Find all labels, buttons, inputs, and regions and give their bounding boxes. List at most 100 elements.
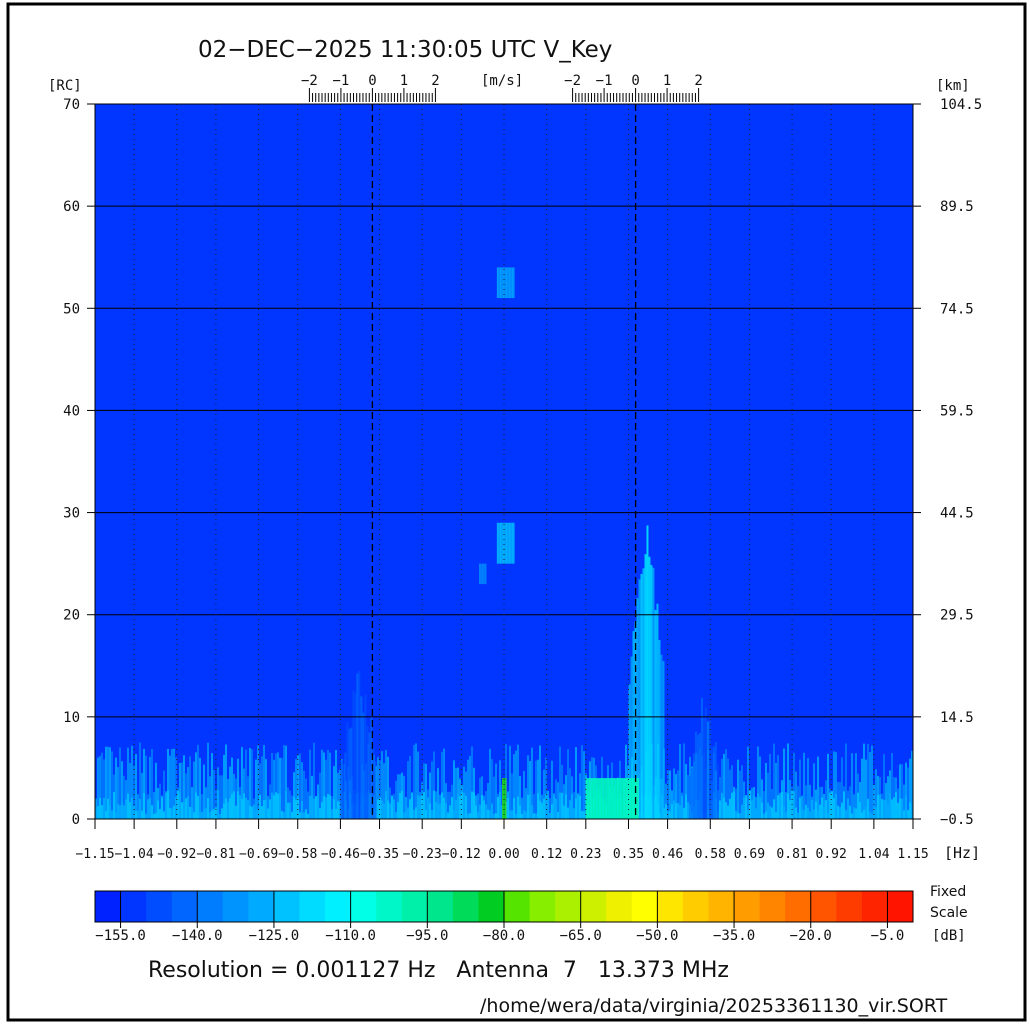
noise-column-core [759,796,761,819]
noise-column-core [565,794,567,819]
noise-column [515,750,517,819]
colorbar-swatch [171,891,198,922]
noise-column-core [725,802,727,819]
echo-column [648,556,651,819]
colorbar-swatch [427,891,454,922]
x-axis-unit-label: [Hz] [944,844,980,862]
echo-streak [588,778,591,819]
noise-column-core [125,799,127,819]
noise-column-core [825,800,827,819]
noise-column-core [735,810,737,819]
noise-column [573,792,575,819]
noise-column-core [765,811,767,819]
noise-column-core [105,811,107,819]
noise-column [431,761,433,819]
chart-title: 02−DEC−2025 11:30:05 UTC V_Key [198,37,612,63]
noise-column-core [167,790,169,819]
noise-column [823,793,825,819]
noise-column [155,762,157,819]
noise-column-core [145,813,147,819]
noise-column-core [407,807,409,819]
echo-column [688,775,691,819]
noise-column [189,756,191,819]
noise-column [441,751,443,819]
noise-column [141,772,143,819]
colorbar-swatch [350,891,377,922]
noise-column [797,786,799,819]
noise-column-core [889,792,891,819]
noise-column [249,748,251,819]
noise-column [757,746,759,819]
noise-column [511,773,513,819]
echo-column [704,707,707,819]
noise-column-core [851,813,853,819]
noise-column [433,751,435,819]
noise-column-core [409,799,411,819]
noise-column-core [561,792,563,819]
noise-column-core [721,792,723,819]
noise-column-core [485,804,487,819]
noise-column-core [465,795,467,819]
noise-column-core [155,813,157,819]
noise-column-core [195,792,197,819]
noise-column-core [309,795,311,819]
noise-column [245,749,247,819]
noise-column [755,796,757,819]
noise-column-core [723,797,725,819]
noise-column [149,756,151,819]
velocity-tick-label: 1 [663,73,671,89]
noise-column [581,745,583,819]
colorbar-swatch [248,891,275,922]
noise-column-core [557,811,559,819]
echo-column [356,673,359,819]
noise-column [405,796,407,819]
echo-column [374,761,377,819]
echo-streak [597,778,600,819]
noise-column-core [773,799,775,819]
echo-streak [621,778,624,819]
x-tick-label: 0.92 [816,847,847,862]
colorbar-swatch [836,891,863,922]
noise-column [825,780,827,819]
noise-column [279,757,281,819]
noise-column-core [445,802,447,819]
noise-column [863,743,865,819]
noise-column [261,756,263,819]
noise-column-core [411,792,413,819]
noise-column-core [397,802,399,819]
y-tick-label-left: 50 [63,301,80,317]
noise-column-core [719,800,721,819]
noise-column-core [283,812,285,819]
noise-column-core [877,794,879,819]
echo-column [696,734,699,819]
noise-column-core [507,798,509,819]
noise-column-core [499,791,501,819]
noise-column-core [901,798,903,819]
noise-column [487,783,489,819]
noise-column [103,759,105,819]
noise-column [129,762,131,819]
echo-column [694,731,697,819]
noise-column [117,767,119,819]
noise-column [739,770,741,819]
x-tick-label: 0.46 [652,847,683,862]
noise-column [285,745,287,819]
outer-border [6,2,1027,1022]
echo-streak [502,267,505,299]
noise-column-core [755,808,757,819]
noise-column [109,747,111,819]
noise-column-core [741,804,743,819]
noise-column-core [529,794,531,819]
noise-column [237,758,239,819]
colorbar-swatch [376,891,403,922]
noise-column-core [335,809,337,819]
noise-column-core [301,801,303,819]
noise-column-core [543,798,545,819]
noise-column [513,754,515,819]
noise-column [827,753,829,819]
echo-column [354,693,357,819]
noise-column [501,784,503,819]
noise-column [561,764,563,819]
noise-column-core [175,796,177,819]
x-tick-label: −0.58 [278,847,317,862]
